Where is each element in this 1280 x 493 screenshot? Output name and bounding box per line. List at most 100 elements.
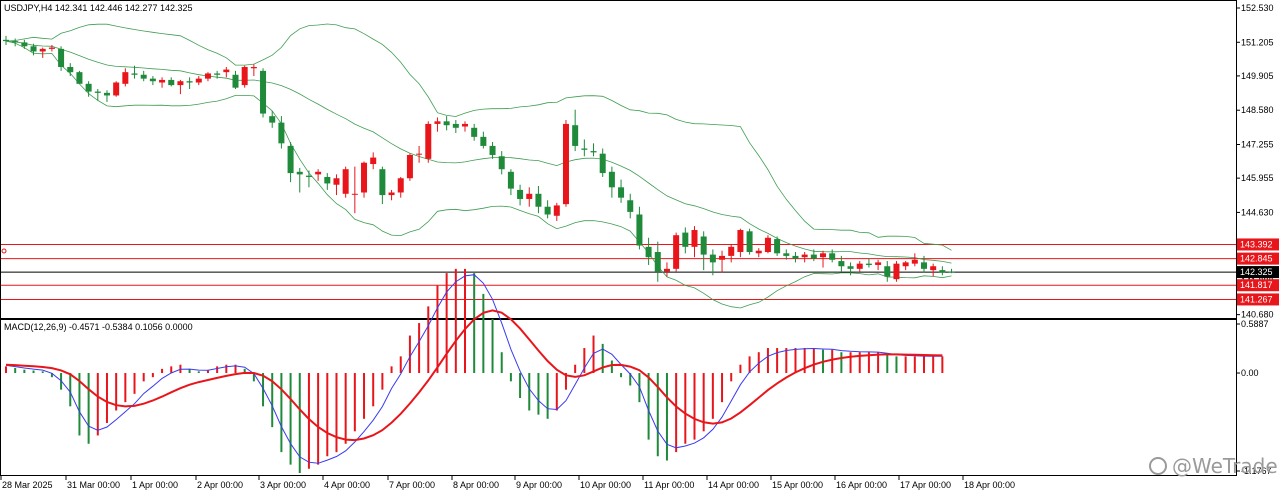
- candle-body: [76, 72, 83, 84]
- candle-body: [902, 262, 909, 267]
- candle-body: [847, 266, 854, 269]
- candle-body: [452, 123, 459, 128]
- candle-body: [875, 262, 882, 265]
- candle-body: [416, 153, 423, 155]
- candle-body: [618, 187, 625, 198]
- level-price-tag: [1237, 279, 1279, 292]
- level-price-label: 142.325: [1240, 267, 1273, 277]
- level-price-tag: [1237, 238, 1279, 251]
- candle-body: [489, 145, 496, 155]
- candle-body: [168, 79, 175, 86]
- chart-header: USDJPY,H4 142.341 142.446 142.277 142.32…: [4, 3, 193, 13]
- candle-body: [572, 125, 579, 146]
- candle-body: [507, 171, 514, 189]
- bollinger-middle-line: [5, 40, 952, 264]
- level-price-label: 141.817: [1240, 280, 1273, 290]
- time-tick-label: 28 Mar 2025: [2, 480, 53, 490]
- main-chart-frame[interactable]: [0, 0, 1237, 319]
- macd-main-line: [5, 274, 943, 464]
- candle-body: [177, 81, 184, 86]
- candle-body: [67, 66, 74, 73]
- time-tick-label: 9 Apr 00:00: [516, 480, 562, 490]
- time-tick-label: 31 Mar 00:00: [67, 480, 120, 490]
- candle-body: [921, 262, 927, 269]
- macd-indicator: [5, 268, 944, 473]
- candle-body: [792, 255, 799, 259]
- candle-body: [608, 171, 615, 188]
- candle-body: [85, 83, 92, 92]
- level-price-tag: [1237, 293, 1279, 306]
- candle-body: [305, 175, 312, 177]
- candle-body: [654, 252, 661, 272]
- candle-body: [379, 169, 386, 196]
- price-tick-label: 148.580: [1241, 105, 1274, 115]
- level-price-label: 141.267: [1240, 294, 1273, 304]
- macd-tick-label: -1.1767: [1241, 466, 1272, 476]
- candle-body: [3, 39, 9, 42]
- candle-body: [838, 261, 845, 267]
- candle-body: [397, 178, 404, 193]
- candle-body: [746, 231, 753, 253]
- candle-body: [801, 254, 808, 258]
- candle-body: [122, 72, 129, 84]
- candle-body: [719, 255, 726, 260]
- time-tick-label: 15 Apr 00:00: [772, 480, 823, 490]
- candle-body: [462, 123, 468, 127]
- level-price-tag: [1237, 252, 1279, 265]
- candle-body: [39, 48, 46, 52]
- candle-body: [186, 81, 193, 83]
- time-tick-label: 7 Apr 00:00: [389, 480, 435, 490]
- candle-body: [21, 42, 28, 47]
- time-tick-label: 17 Apr 00:00: [900, 480, 951, 490]
- candle-body: [287, 145, 294, 174]
- candle-body: [471, 127, 478, 137]
- candle-body: [250, 66, 257, 69]
- price-tick-label: 149.905: [1241, 71, 1274, 81]
- candle-body: [820, 253, 827, 258]
- time-tick-label: 1 Apr 00:00: [132, 480, 178, 490]
- candle-body: [223, 69, 230, 73]
- candle-body: [627, 200, 634, 212]
- candle-body: [324, 176, 331, 184]
- price-tick-label: 145.955: [1241, 173, 1274, 183]
- candle-body: [48, 47, 55, 49]
- candle-body: [663, 268, 670, 272]
- candle-body: [709, 254, 716, 263]
- candle-body: [103, 92, 110, 96]
- time-tick-label: 18 Apr 00:00: [964, 480, 1015, 490]
- bollinger-lower-line: [5, 40, 952, 309]
- candle-body: [140, 74, 147, 79]
- candle-body: [94, 91, 101, 93]
- wetrade-logo-icon: [1149, 457, 1167, 475]
- candle-body: [159, 79, 166, 83]
- candle-body: [260, 70, 267, 114]
- candle-body: [296, 171, 303, 175]
- candle-body: [645, 246, 652, 258]
- candle-body: [700, 236, 707, 255]
- candle-body: [810, 254, 817, 259]
- candle-body: [480, 136, 487, 146]
- candle-body: [599, 153, 606, 174]
- candle-body: [829, 253, 836, 260]
- candle-body: [764, 237, 771, 253]
- candle-body: [361, 162, 368, 193]
- candle-body: [388, 192, 395, 196]
- price-tick-label: 152.530: [1241, 3, 1274, 13]
- level-anchor-marker[interactable]: [1, 248, 7, 254]
- candle-body: [333, 178, 340, 185]
- candle-body: [269, 116, 276, 123]
- macd-tick-label: 0.5887: [1241, 319, 1269, 329]
- candle-body: [893, 263, 900, 280]
- time-tick-label: 2 Apr 00:00: [197, 480, 243, 490]
- candle-body: [590, 151, 597, 153]
- candle-body: [204, 73, 211, 79]
- candle-body: [939, 270, 946, 273]
- macd-panel-frame[interactable]: [0, 319, 1237, 476]
- candle-body: [728, 246, 735, 256]
- time-tick-label: 3 Apr 00:00: [260, 480, 306, 490]
- price-axis: 152.530 151.205 149.905 148.580 147.255 145.9…: [1236, 3, 1279, 476]
- candle-body: [241, 66, 248, 86]
- candle-body: [498, 156, 505, 170]
- candle-body: [636, 214, 643, 246]
